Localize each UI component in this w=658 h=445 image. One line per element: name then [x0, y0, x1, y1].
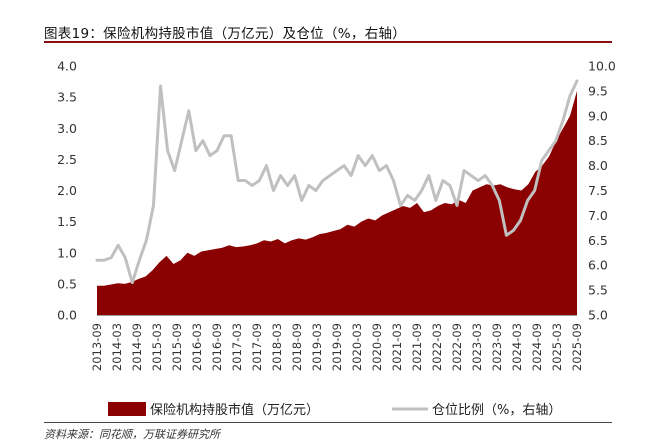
- x-axis-tick-label: 2018-09: [290, 323, 304, 371]
- x-axis-tick-label: 2020-03: [350, 323, 364, 371]
- x-axis-tick-label: 2021-09: [410, 323, 424, 371]
- x-axis-tick-label: 2025-09: [570, 323, 584, 371]
- x-axis-tick-label: 2015-09: [170, 323, 184, 371]
- x-axis-tick-label: 2016-09: [210, 323, 224, 371]
- legend-label-position-ratio: 仓位比例（%，右轴）: [432, 403, 561, 418]
- x-axis-tick-label: 2020-09: [370, 323, 384, 371]
- right-axis-tick-label: 9.0: [588, 108, 608, 123]
- x-axis-tick-label: 2024-09: [530, 323, 544, 371]
- right-axis: 5.0 5.5 6.0 6.5 7.0 7.5 8.0 8.5 9.0 9.5 10.0: [588, 59, 616, 323]
- left-axis: 0.0 0.5 1.0 1.5 2.0 2.5 3.0 3.5 4.0: [57, 59, 77, 323]
- right-axis-tick-label: 8.0: [588, 158, 608, 173]
- plot-area: [95, 79, 579, 316]
- x-axis-tick-label: 2022-03: [430, 323, 444, 371]
- x-axis-tick-label: 2018-03: [270, 323, 284, 371]
- legend-swatch-market-value: [108, 402, 146, 416]
- x-axis-tick-label: 2019-09: [330, 323, 344, 371]
- left-axis-tick-label: 2.5: [57, 152, 77, 167]
- legend-label-market-value: 保险机构持股市值（万亿元）: [150, 402, 319, 418]
- right-axis-tick-label: 9.5: [588, 83, 608, 98]
- chart-title: 图表19：保险机构持股市值（万亿元）及仓位（%，右轴）: [44, 26, 407, 42]
- x-axis-tick-label: 2014-03: [110, 323, 124, 371]
- left-axis-tick-label: 3.0: [57, 121, 77, 136]
- title-rule: [44, 41, 612, 43]
- x-axis-tick-label: 2023-03: [470, 323, 484, 371]
- left-axis-tick-label: 4.0: [57, 59, 77, 74]
- right-axis-tick-label: 10.0: [588, 59, 616, 74]
- position-ratio-line: [95, 79, 579, 285]
- right-axis-tick-label: 8.5: [588, 133, 608, 148]
- x-axis-tick-label: 2021-03: [390, 323, 404, 371]
- left-axis-tick-label: 1.0: [57, 245, 77, 260]
- x-axis-tick-label: 2022-09: [450, 323, 464, 371]
- x-axis-tick-label: 2013-09: [90, 323, 104, 371]
- right-axis-tick-label: 6.0: [588, 258, 608, 273]
- x-axis-tick-label: 2024-03: [510, 323, 524, 371]
- right-axis-tick-label: 7.5: [588, 183, 608, 198]
- left-axis-tick-label: 3.5: [57, 90, 77, 105]
- bottom-rule: [44, 422, 612, 423]
- x-axis-tick-label: 2023-09: [490, 323, 504, 371]
- right-axis-tick-label: 5.0: [588, 308, 608, 323]
- left-axis-tick-label: 1.5: [57, 214, 77, 229]
- x-axis-tick-label: 2019-03: [310, 323, 324, 371]
- x-axis: 2013-09 2014-03 2014-09 2015-03 2015-09 2016-…: [90, 315, 584, 371]
- x-axis-tick-label: 2017-09: [250, 323, 264, 371]
- right-axis-tick-label: 7.0: [588, 208, 608, 223]
- x-axis-tick-label: 2025-03: [550, 323, 564, 371]
- x-axis-tick-label: 2014-09: [130, 323, 144, 371]
- right-axis-tick-label: 6.5: [588, 233, 608, 248]
- legend: 保险机构持股市值（万亿元） 仓位比例（%，右轴）: [108, 402, 561, 418]
- x-axis-tick-label: 2015-03: [150, 323, 164, 371]
- right-axis-tick-label: 5.5: [588, 283, 608, 298]
- source-note: 资料来源：同花顺，万联证券研究所: [44, 428, 220, 441]
- x-axis-tick-label: 2017-03: [230, 323, 244, 371]
- x-axis-tick-label: 2016-03: [190, 323, 204, 371]
- left-axis-tick-label: 0.0: [57, 308, 77, 323]
- left-axis-tick-label: 0.5: [57, 276, 77, 291]
- left-axis-tick-label: 2.0: [57, 183, 77, 198]
- market-value-area: [97, 90, 577, 316]
